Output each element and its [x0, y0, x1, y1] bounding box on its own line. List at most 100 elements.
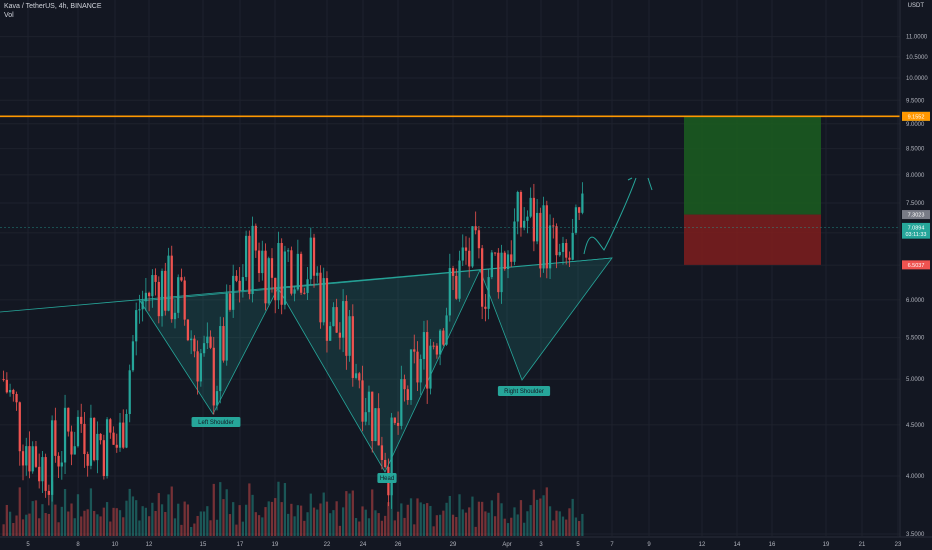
- currency-label: USDT: [907, 3, 924, 9]
- volume-bar: [63, 489, 67, 536]
- candle: [335, 298, 338, 333]
- volume-bar: [451, 514, 455, 536]
- candle: [232, 264, 235, 318]
- candle: [283, 245, 287, 310]
- candle-body: [151, 275, 154, 297]
- candle: [506, 250, 510, 279]
- candle-body: [280, 242, 283, 305]
- price-tag-text: 03:11:33: [905, 232, 926, 238]
- volume-bar: [128, 488, 131, 536]
- candle: [105, 417, 109, 479]
- volume-bar: [232, 502, 235, 536]
- candle: [8, 383, 12, 397]
- take-profit-zone: [684, 116, 821, 215]
- candle: [225, 284, 228, 366]
- candle: [160, 268, 164, 327]
- candle: [76, 410, 80, 448]
- candle-body: [312, 237, 316, 276]
- candle: [481, 245, 484, 320]
- candle-body: [141, 301, 144, 310]
- volume-bar: [270, 501, 274, 536]
- candle-body: [2, 379, 5, 381]
- time-tick-label: 17: [237, 542, 244, 548]
- time-tick-label: 14: [734, 542, 741, 548]
- volume-bar: [60, 506, 63, 536]
- volume-bar: [529, 505, 532, 536]
- candle: [293, 285, 296, 302]
- candle-body: [578, 207, 581, 213]
- volume-bar: [86, 509, 89, 536]
- candle: [529, 187, 532, 219]
- candle-body: [112, 432, 115, 445]
- candle-body: [293, 289, 296, 294]
- candle: [535, 199, 539, 245]
- symbol-title: Kava / TetherUS, 4h, BINANCE: [4, 3, 102, 10]
- candle-body: [481, 248, 484, 307]
- candle-body: [345, 301, 348, 356]
- candle-body: [448, 268, 451, 316]
- volume-bar: [510, 517, 513, 536]
- volume-bar: [299, 505, 303, 536]
- neckline: [0, 257, 613, 313]
- candle: [138, 294, 141, 324]
- volume-bar: [419, 502, 422, 536]
- candle: [429, 339, 432, 395]
- price-tag: [902, 260, 930, 270]
- candle: [180, 268, 183, 282]
- time-tick-label: 9: [647, 542, 651, 548]
- candle: [400, 365, 403, 430]
- candle: [54, 407, 57, 463]
- volume-bar: [319, 503, 322, 536]
- volume-bar: [487, 512, 490, 536]
- volume-bar: [548, 506, 552, 536]
- candle-body: [477, 230, 481, 249]
- volume-bar: [306, 512, 309, 536]
- candle: [493, 252, 497, 256]
- candle-body: [118, 422, 122, 448]
- candle-body: [409, 349, 413, 401]
- candle: [309, 227, 312, 285]
- volume-bar: [277, 481, 280, 536]
- candle: [31, 441, 34, 474]
- candle: [57, 452, 60, 478]
- candle-body: [493, 252, 497, 254]
- candle: [374, 408, 377, 442]
- volume-bar: [267, 501, 270, 536]
- volume-bar: [348, 493, 351, 536]
- candle-body: [34, 446, 38, 467]
- volume-bar: [190, 526, 193, 536]
- candle: [109, 417, 112, 439]
- candle-body: [131, 341, 135, 371]
- candle-body: [244, 235, 248, 278]
- candle-body: [251, 225, 254, 295]
- candle-body: [445, 315, 448, 345]
- candle: [542, 196, 545, 273]
- candle: [287, 248, 290, 262]
- candle: [358, 371, 361, 389]
- candle-body: [325, 278, 329, 341]
- volume-bar: [131, 496, 135, 536]
- volume-bar: [432, 526, 435, 536]
- volume-bar: [403, 517, 406, 536]
- candle: [183, 276, 186, 326]
- price-tick-label: 10.0000: [906, 76, 928, 82]
- candle: [348, 309, 351, 362]
- candle: [464, 236, 468, 265]
- volume-bar: [257, 515, 261, 536]
- volume-bar: [170, 486, 173, 536]
- volume-bar: [445, 502, 448, 536]
- volume-bar: [493, 516, 497, 536]
- volume-bar: [371, 489, 374, 536]
- candle-body: [319, 272, 322, 323]
- candle: [468, 237, 471, 278]
- volume-bar: [206, 506, 209, 536]
- volume-bar: [199, 511, 202, 536]
- candle: [426, 320, 429, 404]
- candle-body: [238, 280, 241, 291]
- candle: [367, 385, 371, 426]
- candle: [325, 271, 329, 353]
- stop-loss-zone: [684, 214, 821, 265]
- candle-body: [332, 307, 335, 327]
- volume-bar: [338, 525, 342, 536]
